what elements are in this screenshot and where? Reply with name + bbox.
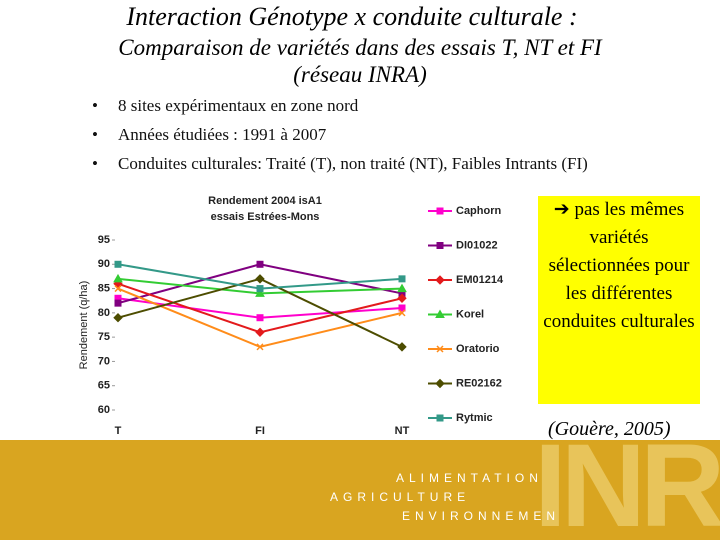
point bbox=[398, 275, 406, 283]
point bbox=[113, 313, 123, 323]
arrow: ➔ bbox=[553, 199, 570, 220]
legend-marker bbox=[436, 207, 444, 215]
point bbox=[255, 288, 265, 297]
point bbox=[114, 299, 122, 307]
legend-marker bbox=[435, 309, 445, 318]
note-box: ➔ pas les mêmes variétés sélectionnées p… bbox=[538, 196, 700, 404]
bullet: • 8 sites expérimentaux en zone nord bbox=[92, 96, 359, 115]
y-tick-label: 90 bbox=[98, 258, 110, 270]
chart-subtitle: essais Estrées-Mons bbox=[211, 211, 320, 223]
subtitle: Comparaison de variétés dans des essais … bbox=[0, 34, 720, 88]
y-tick-label: 80 bbox=[98, 307, 110, 319]
bullet-text: Conduites culturales: Traité (T), non tr… bbox=[118, 154, 588, 173]
bullet: • Années étudiées : 1991 à 2007 bbox=[92, 125, 327, 144]
point bbox=[255, 274, 265, 284]
legend-label: Caphorn bbox=[456, 205, 502, 217]
point bbox=[397, 283, 407, 293]
legend-label: EM01214 bbox=[456, 274, 504, 286]
y-tick-label: 60 bbox=[98, 404, 110, 416]
point bbox=[397, 342, 407, 352]
x-tick-label: NT bbox=[395, 425, 410, 437]
bullet-text: 8 sites expérimentaux en zone nord bbox=[118, 96, 359, 115]
point bbox=[256, 314, 264, 322]
footer-band bbox=[0, 440, 720, 540]
y-tick-label: 70 bbox=[98, 355, 110, 367]
legend-label: Rytmic bbox=[456, 412, 493, 424]
point bbox=[114, 260, 122, 268]
legend-marker bbox=[435, 378, 445, 389]
point bbox=[256, 285, 264, 293]
y-tick-label: 85 bbox=[98, 282, 110, 294]
citation: (Gouère, 2005) bbox=[548, 418, 671, 440]
note-text: pas les mêmes variétés sélectionnées pou… bbox=[543, 199, 695, 332]
x-tick-label: T bbox=[115, 425, 122, 437]
title: Interaction Génotype x conduite cultural… bbox=[126, 2, 578, 31]
point bbox=[398, 309, 406, 317]
bullet: • Conduites culturales: Traité (T), non t… bbox=[92, 154, 588, 173]
legend-label: DI01022 bbox=[456, 239, 498, 251]
point bbox=[397, 293, 407, 303]
legend-label: Oratorio bbox=[456, 343, 500, 355]
legend-marker bbox=[436, 345, 444, 353]
point bbox=[256, 343, 264, 351]
footer-text: ENVIRONNEMEN bbox=[402, 509, 561, 523]
point bbox=[114, 285, 122, 293]
y-tick-label: 65 bbox=[98, 380, 110, 392]
subtitle-line: Comparaison de variétés dans des essais … bbox=[118, 35, 602, 60]
footer-text: ALIMENTATION bbox=[396, 471, 543, 485]
footer-text: AGRICULTURE bbox=[330, 490, 471, 504]
legend-label: Korel bbox=[456, 308, 484, 320]
logo: INRA bbox=[534, 420, 720, 540]
point bbox=[256, 260, 264, 268]
subtitle-line: (réseau INRA) bbox=[293, 62, 427, 87]
x-tick-label: FI bbox=[255, 425, 265, 437]
legend-marker bbox=[436, 242, 444, 249]
y-tick-label: 75 bbox=[98, 331, 110, 343]
legend-marker bbox=[435, 275, 445, 285]
legend-marker bbox=[436, 414, 444, 422]
point bbox=[398, 304, 406, 312]
y-axis-label: Rendement (q/ha) bbox=[78, 281, 90, 370]
chart-title: Rendement 2004 isA1 bbox=[208, 195, 322, 207]
point bbox=[113, 273, 123, 283]
bullet-text: Années étudiées : 1991 à 2007 bbox=[118, 125, 327, 144]
y-tick-label: 95 bbox=[98, 234, 110, 246]
point bbox=[255, 327, 265, 337]
legend-label: RE02162 bbox=[456, 377, 502, 389]
